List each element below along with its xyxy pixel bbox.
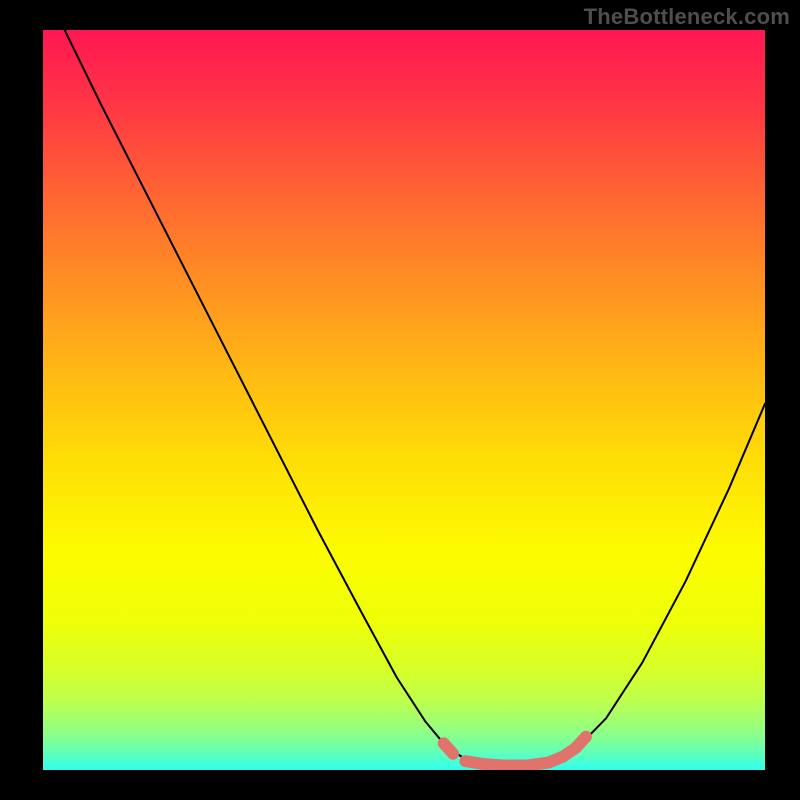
gradient-background xyxy=(43,30,765,770)
watermark-text: TheBottleneck.com xyxy=(584,4,790,30)
plot-area xyxy=(43,30,765,770)
optimal-range-highlight-0 xyxy=(444,743,453,753)
outer-frame: TheBottleneck.com xyxy=(0,0,800,800)
chart-svg xyxy=(43,30,765,770)
